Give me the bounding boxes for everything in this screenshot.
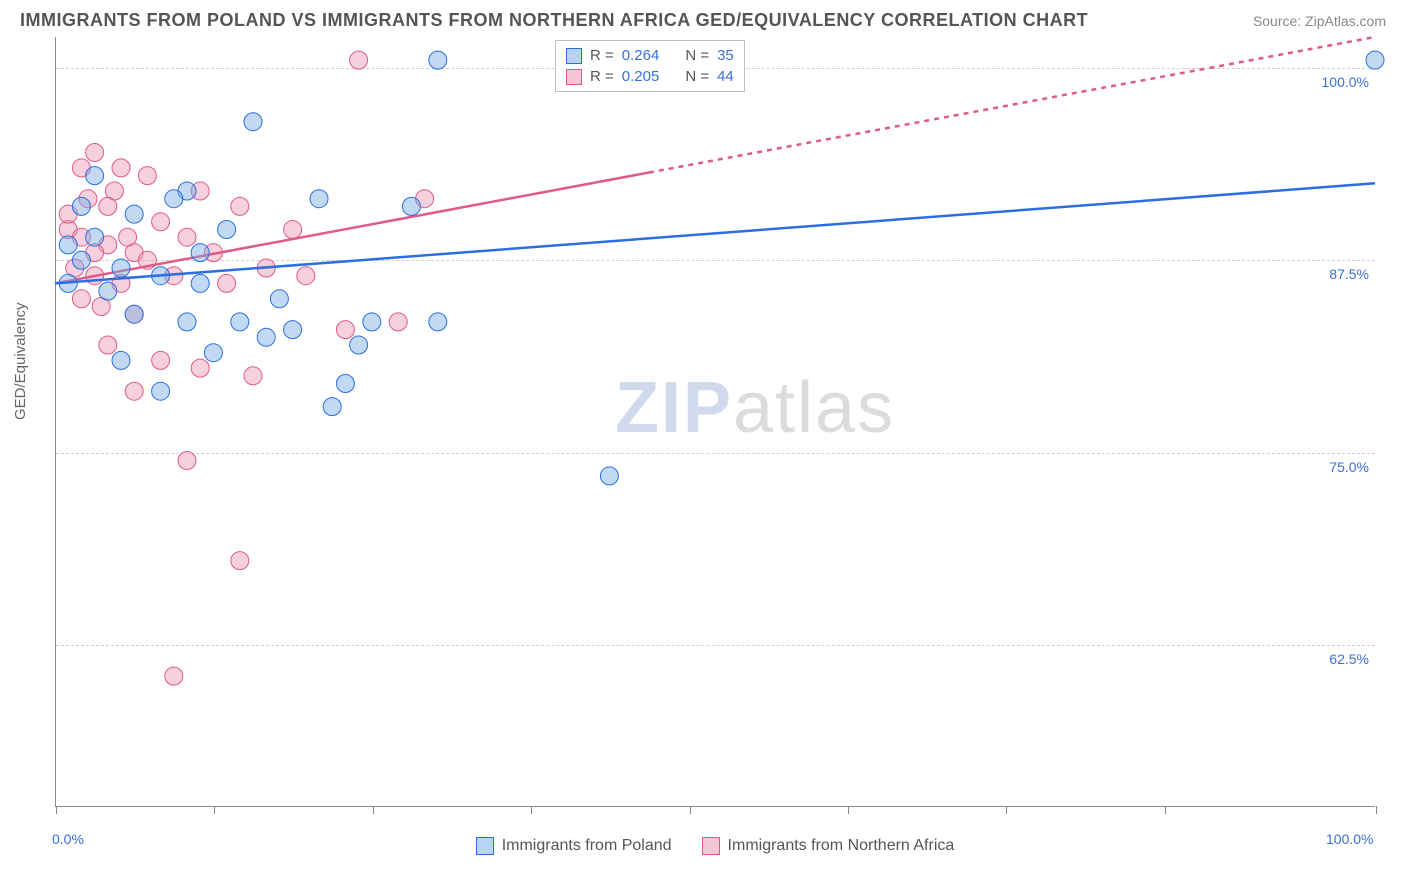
- r-label: R =: [590, 68, 614, 85]
- data-point-poland: [350, 336, 368, 354]
- data-point-poland: [270, 290, 288, 308]
- legend-label-nafrica: Immigrants from Northern Africa: [728, 837, 955, 855]
- x-tick: [1006, 806, 1007, 814]
- data-point-poland: [86, 228, 104, 246]
- data-point-poland: [152, 382, 170, 400]
- stats-legend-row: R = 0.264 N = 35: [566, 45, 734, 66]
- n-value: 44: [717, 68, 734, 85]
- source-attribution: Source: ZipAtlas.com: [1253, 13, 1386, 29]
- data-point-nafrica: [244, 367, 262, 385]
- stats-legend: R = 0.264 N = 35 R = 0.205 N = 44: [555, 40, 745, 92]
- x-tick: [1165, 806, 1166, 814]
- data-point-nafrica: [86, 144, 104, 162]
- x-tick: [531, 806, 532, 814]
- data-point-nafrica: [152, 351, 170, 369]
- swatch-nafrica: [702, 837, 720, 855]
- data-point-poland: [323, 398, 341, 416]
- x-tick: [1376, 806, 1377, 814]
- data-point-nafrica: [284, 221, 302, 239]
- chart-area: 62.5%75.0%87.5%100.0%0.0%100.0% ZIPatlas…: [55, 37, 1375, 807]
- data-point-nafrica: [125, 382, 143, 400]
- r-value: 0.264: [622, 47, 660, 64]
- data-point-poland: [1366, 51, 1384, 69]
- r-label: R =: [590, 47, 614, 64]
- x-tick: [373, 806, 374, 814]
- data-point-poland: [99, 282, 117, 300]
- data-point-poland: [191, 274, 209, 292]
- trendline-nafrica: [55, 173, 649, 284]
- data-point-nafrica: [112, 159, 130, 177]
- data-point-poland: [165, 190, 183, 208]
- data-point-nafrica: [218, 274, 236, 292]
- data-point-nafrica: [231, 552, 249, 570]
- data-point-poland: [600, 467, 618, 485]
- data-point-nafrica: [178, 452, 196, 470]
- trendline-poland: [55, 183, 1375, 283]
- data-point-poland: [363, 313, 381, 331]
- data-point-poland: [336, 375, 354, 393]
- x-tick: [214, 806, 215, 814]
- data-point-poland: [125, 305, 143, 323]
- data-point-poland: [178, 313, 196, 331]
- n-label: N =: [685, 47, 709, 64]
- data-point-nafrica: [72, 290, 90, 308]
- data-point-poland: [112, 351, 130, 369]
- legend-item-poland: Immigrants from Poland: [476, 837, 672, 855]
- data-point-nafrica: [297, 267, 315, 285]
- data-point-poland: [310, 190, 328, 208]
- legend-item-nafrica: Immigrants from Northern Africa: [702, 837, 955, 855]
- swatch: [566, 48, 582, 64]
- data-point-nafrica: [165, 667, 183, 685]
- n-value: 35: [717, 47, 734, 64]
- trendline-nafrica-extrapolated: [649, 37, 1375, 173]
- data-point-poland: [284, 321, 302, 339]
- chart-title: IMMIGRANTS FROM POLAND VS IMMIGRANTS FRO…: [20, 10, 1088, 31]
- data-point-poland: [125, 205, 143, 223]
- series-legend: Immigrants from Poland Immigrants from N…: [55, 837, 1375, 855]
- data-point-poland: [429, 51, 447, 69]
- data-point-poland: [204, 344, 222, 362]
- data-point-nafrica: [191, 359, 209, 377]
- data-point-nafrica: [178, 228, 196, 246]
- data-point-poland: [244, 113, 262, 131]
- data-point-nafrica: [389, 313, 407, 331]
- data-point-poland: [257, 328, 275, 346]
- stats-legend-row: R = 0.205 N = 44: [566, 66, 734, 87]
- legend-label-poland: Immigrants from Poland: [502, 837, 672, 855]
- n-label: N =: [685, 68, 709, 85]
- data-point-nafrica: [119, 228, 137, 246]
- data-point-nafrica: [152, 213, 170, 231]
- data-point-poland: [112, 259, 130, 277]
- swatch: [566, 69, 582, 85]
- data-point-poland: [59, 236, 77, 254]
- data-point-nafrica: [138, 167, 156, 185]
- x-tick: [690, 806, 691, 814]
- x-tick: [848, 806, 849, 814]
- data-point-nafrica: [99, 197, 117, 215]
- r-value: 0.205: [622, 68, 660, 85]
- data-point-nafrica: [99, 336, 117, 354]
- swatch-poland: [476, 837, 494, 855]
- data-point-nafrica: [350, 51, 368, 69]
- data-point-nafrica: [336, 321, 354, 339]
- data-point-poland: [402, 197, 420, 215]
- data-point-poland: [231, 313, 249, 331]
- data-point-nafrica: [231, 197, 249, 215]
- data-point-poland: [86, 167, 104, 185]
- y-axis-label: GED/Equivalency: [12, 302, 29, 420]
- data-point-poland: [218, 221, 236, 239]
- x-tick: [56, 806, 57, 814]
- data-point-poland: [429, 313, 447, 331]
- plot-svg: [55, 37, 1375, 807]
- data-point-poland: [191, 244, 209, 262]
- data-point-poland: [72, 197, 90, 215]
- data-point-poland: [72, 251, 90, 269]
